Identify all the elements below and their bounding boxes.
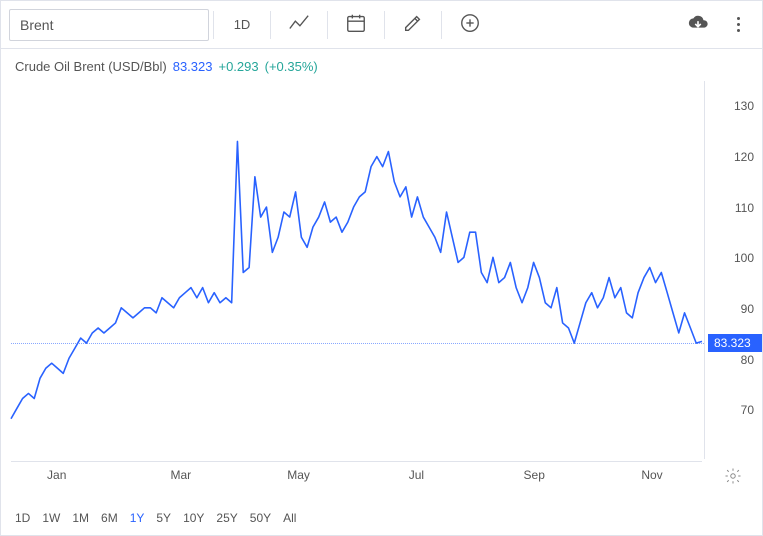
x-tick: Nov <box>641 468 662 482</box>
y-tick: 130 <box>734 99 754 113</box>
range-button-10y[interactable]: 10Y <box>183 511 204 525</box>
range-button-1d[interactable]: 1D <box>15 511 30 525</box>
y-tick: 80 <box>741 353 754 367</box>
cloud-download-icon <box>687 12 709 37</box>
price-line-chart <box>11 81 702 459</box>
draw-button[interactable] <box>389 1 437 49</box>
snapshot-button[interactable] <box>674 1 722 49</box>
range-button-1y[interactable]: 1Y <box>130 511 145 525</box>
chart-widget: 1D <box>0 0 763 536</box>
y-tick: 120 <box>734 150 754 164</box>
x-tick: Jul <box>409 468 424 482</box>
symbol-input[interactable] <box>9 9 209 41</box>
x-tick: May <box>287 468 310 482</box>
add-button[interactable] <box>446 1 494 49</box>
range-button-all[interactable]: All <box>283 511 296 525</box>
toolbar: 1D <box>1 1 762 49</box>
divider <box>270 11 271 39</box>
interval-button[interactable]: 1D <box>218 1 266 49</box>
line-chart-icon <box>288 12 310 37</box>
calendar-button[interactable] <box>332 1 380 49</box>
range-button-50y[interactable]: 50Y <box>250 511 271 525</box>
divider <box>441 11 442 39</box>
y-tick: 90 <box>741 302 754 316</box>
instrument-title: Crude Oil Brent (USD/Bbl) <box>15 59 167 74</box>
range-button-1w[interactable]: 1W <box>42 511 60 525</box>
more-vertical-icon <box>737 17 740 32</box>
x-tick: Sep <box>524 468 545 482</box>
range-button-5y[interactable]: 5Y <box>156 511 171 525</box>
chart-type-button[interactable] <box>275 1 323 49</box>
chart-area[interactable] <box>11 81 702 459</box>
range-button-25y[interactable]: 25Y <box>216 511 237 525</box>
y-tick: 110 <box>735 201 754 215</box>
calendar-icon <box>345 12 367 37</box>
x-axis[interactable]: Jan Mar May Jul Sep Nov <box>11 461 702 489</box>
last-price: 83.323 <box>173 59 213 74</box>
y-tick: 100 <box>734 251 754 265</box>
settings-button[interactable] <box>724 467 744 487</box>
divider <box>327 11 328 39</box>
range-selector: 1D 1W 1M 6M 1Y 5Y 10Y 25Y 50Y All <box>15 511 296 525</box>
gear-icon <box>724 472 742 489</box>
current-price-line <box>11 343 704 344</box>
divider <box>384 11 385 39</box>
y-tick: 70 <box>741 403 754 417</box>
divider <box>213 11 214 39</box>
price-change: +0.293 <box>218 59 258 74</box>
y-axis[interactable]: 70 80 90 100 110 120 130 83.323 <box>704 81 762 459</box>
info-row: Crude Oil Brent (USD/Bbl) 83.323 +0.293 … <box>1 49 762 78</box>
current-price-tag: 83.323 <box>708 334 762 352</box>
price-change-pct: (+0.35%) <box>265 59 318 74</box>
x-tick: Jan <box>47 468 66 482</box>
more-button[interactable] <box>722 1 754 49</box>
x-tick: Mar <box>170 468 191 482</box>
plus-circle-icon <box>459 12 481 37</box>
range-button-6m[interactable]: 6M <box>101 511 118 525</box>
range-button-1m[interactable]: 1M <box>72 511 89 525</box>
pencil-icon <box>402 12 424 37</box>
